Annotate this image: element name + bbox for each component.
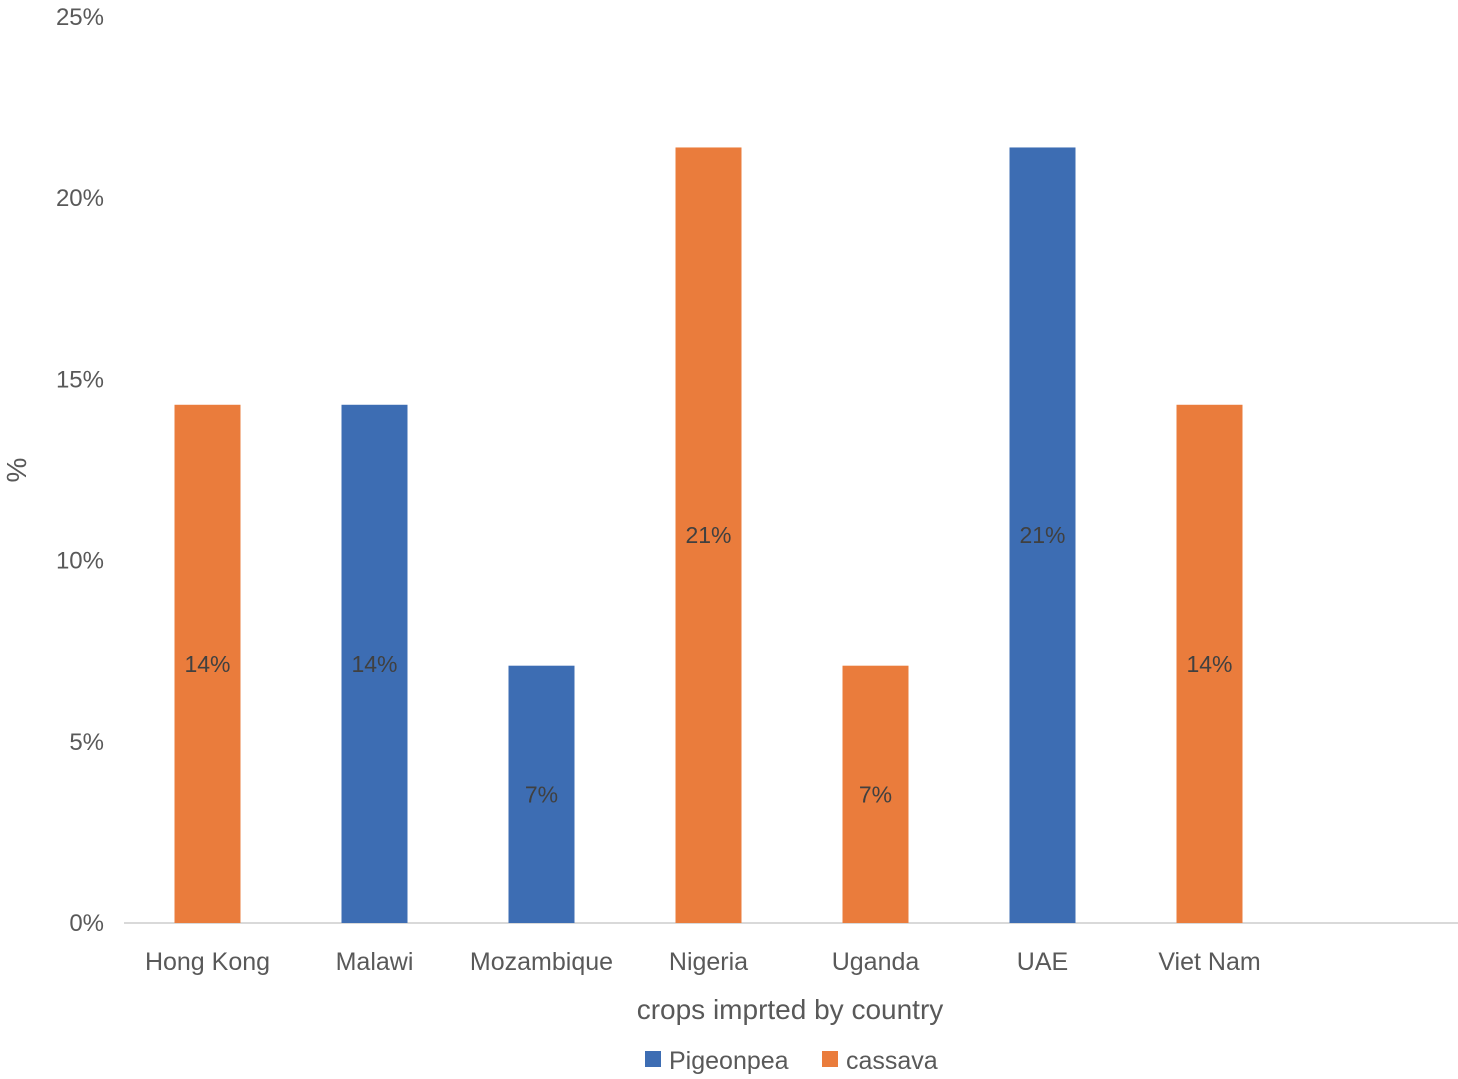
y-tick-label: 0% (69, 910, 104, 937)
bar-cassava (675, 147, 742, 924)
bar-cassava (1176, 404, 1243, 923)
legend: Pigeonpea cassava (645, 1047, 938, 1075)
x-tick-label: Viet Nam (1158, 948, 1260, 976)
legend-label: cassava (846, 1047, 938, 1075)
y-tick-label: 20% (56, 185, 104, 212)
data-label: 14% (351, 651, 397, 677)
data-label: 14% (184, 651, 230, 677)
bar-pigeonpea (508, 665, 575, 923)
x-tick-label: UAE (1017, 948, 1068, 976)
x-tick-label: Uganda (832, 948, 920, 976)
x-axis-title: crops imprted by country (637, 994, 944, 1025)
data-label: 7% (525, 781, 558, 807)
legend-swatch (645, 1051, 661, 1067)
y-tick-label: 15% (56, 366, 104, 393)
data-label: 21% (1019, 522, 1065, 548)
bar-pigeonpea (1009, 147, 1076, 924)
legend-swatch (822, 1051, 838, 1067)
x-axis-tick-labels: Hong Kong Malawi Mozambique Nigeria Uganda UA… (145, 948, 1261, 976)
y-axis-title: % (1, 458, 32, 483)
x-tick-label: Malawi (336, 948, 414, 976)
y-tick-label: 25% (56, 4, 104, 31)
data-label: 14% (1186, 651, 1232, 677)
bar-cassava (842, 665, 909, 923)
x-tick-label: Hong Kong (145, 948, 270, 976)
data-label: 21% (685, 522, 731, 548)
y-tick-label: 10% (56, 548, 104, 575)
x-tick-label: Nigeria (669, 948, 748, 976)
bar-pigeonpea (341, 404, 408, 923)
x-tick-label: Mozambique (470, 948, 613, 976)
data-label: 7% (859, 781, 892, 807)
y-axis-ticks: 0% 5% 10% 15% 20% 25% (56, 4, 104, 937)
y-tick-label: 5% (69, 729, 104, 756)
bar-cassava (174, 404, 241, 923)
bars: 14% 14% 7% 21% 7% 21% 14% (174, 147, 1243, 924)
legend-label: Pigeonpea (669, 1047, 789, 1075)
